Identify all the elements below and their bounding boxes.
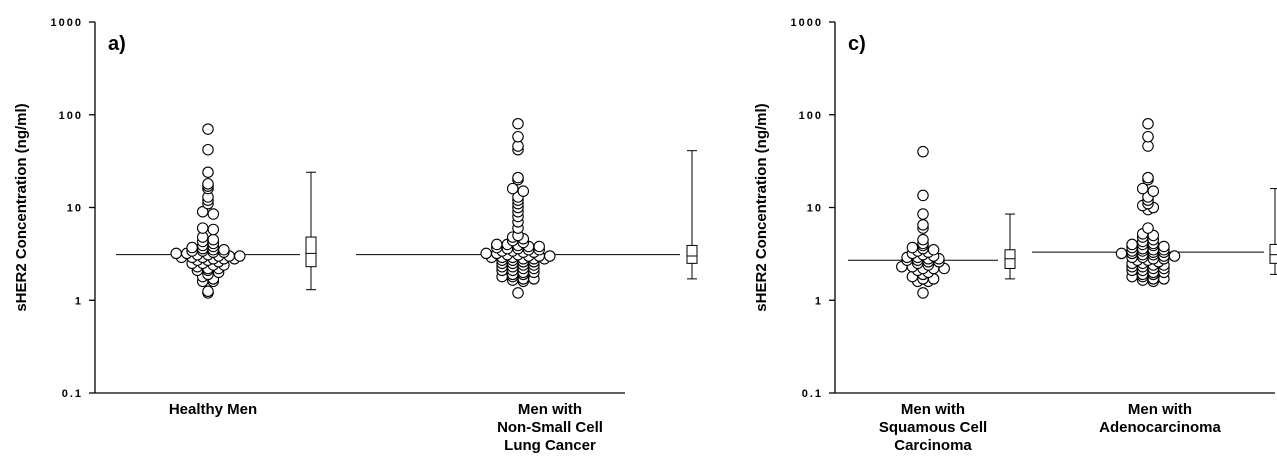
y-tick-label: 10 xyxy=(67,203,83,215)
data-point xyxy=(1147,185,1160,197)
y-axis-title: sHER2 Concentration (ng/ml) xyxy=(753,103,770,311)
data-point xyxy=(202,178,214,190)
data-point xyxy=(517,185,530,197)
x-category-label: Men with xyxy=(518,401,582,418)
y-tick-label: 1 xyxy=(75,295,83,307)
panel-label: c) xyxy=(848,33,866,55)
y-tick-label: 100 xyxy=(59,110,83,122)
data-point xyxy=(196,205,209,218)
panel-label: a) xyxy=(108,33,126,55)
y-tick-label: 0.1 xyxy=(62,388,83,400)
data-point xyxy=(917,189,929,202)
data-point xyxy=(927,244,940,256)
data-point xyxy=(202,166,214,178)
data-point xyxy=(1136,182,1149,195)
x-category-label: Carcinoma xyxy=(894,437,972,454)
data-point xyxy=(1142,117,1154,130)
x-category-label: Lung Cancer xyxy=(504,437,596,454)
data-point xyxy=(512,171,524,184)
chart-panel-a: 0.1 1 10 100 1000 a) sHER2 Concentration (ng/m… xyxy=(13,17,698,454)
y-tick-label: 0.1 xyxy=(802,388,823,400)
y-tick-label: 100 xyxy=(799,110,823,122)
data-point xyxy=(917,145,929,158)
data-point xyxy=(234,250,246,262)
x-category-label: Healthy Men xyxy=(169,401,257,418)
box-iqr xyxy=(686,244,698,264)
data-point xyxy=(512,117,524,130)
box-iqr xyxy=(305,236,317,268)
data-point xyxy=(906,241,919,254)
data-point xyxy=(512,130,524,143)
chart-panel-c: 0.1 1 10 100 1000 c) sHER2 Concentration (ng/m… xyxy=(753,17,1277,454)
data-point xyxy=(186,241,198,254)
data-point xyxy=(207,233,220,246)
x-category-label: Squamous Cell xyxy=(879,419,987,436)
box-iqr xyxy=(1269,243,1277,264)
data-point xyxy=(1126,238,1138,251)
x-category-label: Non-Small Cell xyxy=(497,419,603,436)
data-point xyxy=(1142,222,1154,234)
y-axis-title: sHER2 Concentration (ng/ml) xyxy=(13,103,30,311)
data-point xyxy=(506,182,519,195)
data-point xyxy=(533,240,545,253)
x-category-label: Adenocarcinoma xyxy=(1099,419,1221,436)
data-point xyxy=(202,285,214,298)
y-tick-label: 10 xyxy=(807,203,823,215)
data-point xyxy=(917,287,929,299)
data-point xyxy=(480,247,492,260)
data-point xyxy=(218,244,230,256)
data-point xyxy=(207,208,220,220)
data-point xyxy=(1115,247,1128,260)
data-point xyxy=(1142,130,1154,143)
data-point xyxy=(1142,171,1154,184)
data-point xyxy=(491,238,503,251)
data-point xyxy=(196,222,209,234)
data-point xyxy=(207,223,220,236)
y-tick-label: 1000 xyxy=(791,17,823,29)
data-point xyxy=(1158,240,1170,253)
data-point xyxy=(544,250,556,262)
x-category-label: Men with xyxy=(1128,401,1192,418)
y-tick-label: 1 xyxy=(815,295,823,307)
data-point xyxy=(170,247,182,260)
data-point xyxy=(917,208,929,220)
data-point xyxy=(512,287,524,299)
data-point xyxy=(917,219,929,231)
data-point xyxy=(917,233,929,246)
data-point xyxy=(202,123,214,135)
data-point xyxy=(1168,250,1181,262)
x-category-label: Men with xyxy=(901,401,965,418)
y-tick-label: 1000 xyxy=(51,17,83,29)
data-point xyxy=(202,143,214,156)
